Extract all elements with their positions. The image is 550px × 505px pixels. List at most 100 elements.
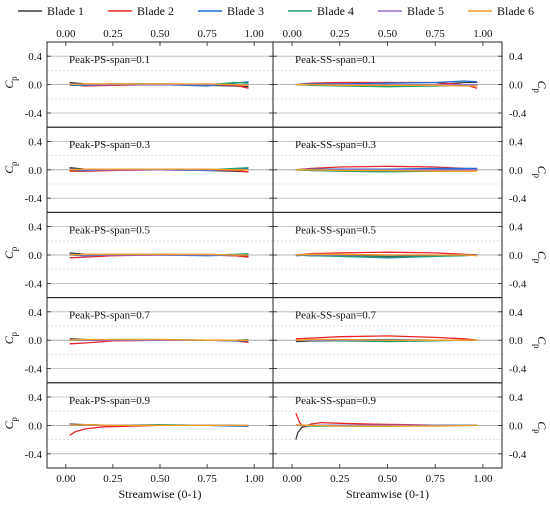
x-tick-label: 0.50 xyxy=(378,28,398,40)
series-line xyxy=(295,251,478,256)
series-line xyxy=(69,253,249,256)
y-tick-label: 0.4 xyxy=(509,51,523,63)
panel-title: Peak-SS-span=0.7 xyxy=(295,310,377,322)
panel-title: Peak-SS-span=0.9 xyxy=(295,395,377,407)
series-line xyxy=(69,168,249,171)
x-tick-label: 1.00 xyxy=(245,473,265,485)
y-tick-label: 0.0 xyxy=(509,420,523,432)
y-axis-label-sub: p xyxy=(532,174,542,179)
series-line xyxy=(69,338,249,341)
series-line xyxy=(295,83,478,88)
y-axis-label-sub: p xyxy=(532,429,542,434)
y-axis-label-sub: p xyxy=(9,76,19,81)
y-axis-label: C xyxy=(535,336,549,345)
x-tick-label: 0.00 xyxy=(56,473,76,485)
x-tick-label: 0.50 xyxy=(150,473,170,485)
y-axis-label: C xyxy=(535,251,549,260)
y-axis-label: C xyxy=(535,81,549,90)
panel-title: Peak-PS-span=0.9 xyxy=(69,395,151,407)
legend-item: Blade 4 xyxy=(288,4,354,18)
y-tick-label: -0.4 xyxy=(25,364,43,376)
panel-title: Peak-SS-span=0.5 xyxy=(295,224,377,236)
y-tick-label: 0.0 xyxy=(509,335,523,347)
x-axis-label: Streamwise (0-1) xyxy=(346,487,429,501)
y-tick-label: -0.4 xyxy=(509,278,527,290)
y-axis-label: C xyxy=(2,335,16,344)
legend-item: Blade 6 xyxy=(468,4,534,18)
y-tick-label: 0.0 xyxy=(509,80,523,92)
x-tick-label: 0.25 xyxy=(103,473,123,485)
x-tick-label: 0.00 xyxy=(56,28,76,40)
series-line xyxy=(295,167,478,171)
y-axis-label: C xyxy=(2,165,16,174)
panel-title: Peak-PS-span=0.5 xyxy=(69,224,151,236)
legend-label: Blade 1 xyxy=(47,4,84,18)
panel-title: Peak-PS-span=0.7 xyxy=(69,310,151,322)
x-tick-label: 0.25 xyxy=(103,28,123,40)
series-line xyxy=(69,424,249,436)
y-tick-label: 0.0 xyxy=(28,80,42,92)
y-tick-label: 0.0 xyxy=(28,165,42,177)
y-tick-label: -0.4 xyxy=(509,193,527,205)
panel-title: Peak-PS-span=0.1 xyxy=(69,54,150,66)
series-line xyxy=(295,169,478,173)
x-axis-label: Streamwise (0-1) xyxy=(119,487,202,501)
series-line xyxy=(295,80,478,86)
y-tick-label: 0.4 xyxy=(509,136,523,148)
y-axis-label: C xyxy=(535,421,549,430)
y-tick-label: 0.0 xyxy=(28,335,42,347)
x-tick-label: 0.75 xyxy=(197,473,217,485)
panel: Peak-PS-span=0.3 xyxy=(46,126,274,213)
panel-title: Peak-SS-span=0.1 xyxy=(295,54,376,66)
panel: Peak-SS-span=0.3 xyxy=(272,126,503,213)
y-tick-label: 0.0 xyxy=(28,250,42,262)
series-line xyxy=(295,83,478,87)
panel: Peak-SS-span=0.5 xyxy=(272,211,503,299)
y-tick-label: 0.4 xyxy=(509,307,523,319)
panel: Peak-PS-span=0.9 xyxy=(46,382,274,469)
series-line xyxy=(69,83,249,86)
series-line xyxy=(295,338,478,341)
legend-label: Blade 4 xyxy=(317,4,354,18)
legend-label: Blade 5 xyxy=(407,4,444,18)
y-tick-label: 0.4 xyxy=(28,307,42,319)
y-axis-label-sub: p xyxy=(532,259,542,264)
legend-item: Blade 2 xyxy=(108,4,174,18)
y-tick-label: 0.0 xyxy=(509,165,523,177)
legend-item: Blade 1 xyxy=(18,4,84,18)
series-line xyxy=(69,424,249,427)
panel: Peak-PS-span=0.5 xyxy=(46,211,274,299)
y-tick-label: -0.4 xyxy=(25,193,43,205)
panel-title: Peak-PS-span=0.3 xyxy=(69,139,151,151)
x-tick-label: 0.25 xyxy=(330,473,350,485)
x-tick-label: 0.75 xyxy=(426,28,446,40)
series-line xyxy=(295,424,478,440)
x-tick-label: 1.00 xyxy=(245,28,265,40)
series-line xyxy=(295,253,478,257)
panel: Peak-PS-span=0.1 xyxy=(46,41,274,128)
y-tick-label: 0.0 xyxy=(28,420,42,432)
y-tick-label: -0.4 xyxy=(509,364,527,376)
y-tick-label: -0.4 xyxy=(25,278,43,290)
legend-label: Blade 2 xyxy=(137,4,174,18)
y-axis-label: C xyxy=(2,420,16,429)
x-tick-label: 0.50 xyxy=(150,28,170,40)
y-tick-label: -0.4 xyxy=(509,449,527,461)
x-tick-label: 1.00 xyxy=(473,473,493,485)
y-tick-label: 0.0 xyxy=(509,250,523,262)
x-tick-label: 0.75 xyxy=(197,28,217,40)
y-tick-label: 0.4 xyxy=(509,222,523,234)
y-axis-label-sub: p xyxy=(532,88,542,93)
y-tick-label: -0.4 xyxy=(25,449,43,461)
series-line xyxy=(295,169,478,172)
y-tick-label: 0.4 xyxy=(28,51,42,63)
panel: Peak-PS-span=0.7 xyxy=(46,297,274,384)
panel: Peak-SS-span=0.9 xyxy=(272,382,503,469)
y-axis-label-sub: p xyxy=(9,161,19,166)
series-line xyxy=(295,424,478,427)
y-tick-label: -0.4 xyxy=(509,108,527,120)
y-tick-label: -0.4 xyxy=(25,108,43,120)
y-tick-label: 0.4 xyxy=(509,392,523,404)
y-axis-label-sub: p xyxy=(9,331,19,336)
legend: Blade 1 Blade 2 Blade 3 Blade 4 Blade 5 Blade… xyxy=(18,4,534,18)
